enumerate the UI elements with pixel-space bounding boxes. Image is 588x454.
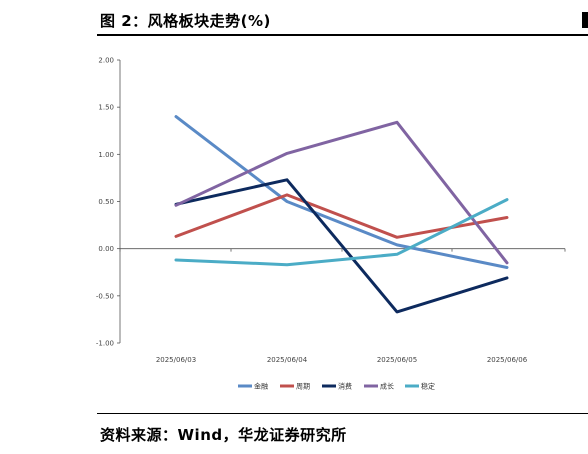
legend-label: 金融 bbox=[254, 382, 268, 391]
legend-label: 消费 bbox=[338, 382, 352, 391]
series-lines bbox=[174, 115, 509, 314]
source-rule bbox=[97, 413, 588, 414]
x-tick-labels: 2025/06/03 2025/06/04 2025/06/05 2025/06/06 bbox=[156, 356, 528, 364]
legend: 金融 周期 消费 成长 稳定 bbox=[238, 382, 435, 391]
series-line-消费 bbox=[174, 178, 509, 314]
series-line-成长 bbox=[174, 120, 509, 265]
y-tick-labels: 2.00 1.50 1.00 0.50 0.00 -0.50 -1.00 bbox=[96, 57, 114, 348]
x-tick-label: 2025/06/03 bbox=[156, 356, 196, 364]
y-tick-label: 0.50 bbox=[98, 198, 114, 206]
title-rule bbox=[97, 34, 588, 36]
y-tick-label: -1.00 bbox=[96, 340, 114, 348]
series-line-稳定 bbox=[174, 198, 509, 267]
y-tick-label: 1.50 bbox=[98, 104, 114, 112]
y-tick-label: 0.00 bbox=[98, 245, 114, 253]
y-tick-label: 2.00 bbox=[98, 57, 114, 65]
figure-title: 图 2：风格板块走势(%) bbox=[100, 12, 271, 30]
source-note: 资料来源：Wind，华龙证券研究所 bbox=[100, 426, 347, 444]
legend-label: 稳定 bbox=[421, 382, 435, 391]
series-line-金融 bbox=[174, 115, 509, 269]
y-tick-label: -0.50 bbox=[96, 292, 114, 300]
x-tick-label: 2025/06/04 bbox=[267, 356, 308, 364]
legend-label: 成长 bbox=[380, 382, 394, 391]
edge-mark-top bbox=[582, 12, 588, 28]
y-tick-label: 1.00 bbox=[98, 151, 114, 159]
x-tick-label: 2025/06/05 bbox=[377, 356, 417, 364]
x-tick-label: 2025/06/06 bbox=[487, 356, 528, 364]
legend-label: 周期 bbox=[296, 383, 310, 391]
